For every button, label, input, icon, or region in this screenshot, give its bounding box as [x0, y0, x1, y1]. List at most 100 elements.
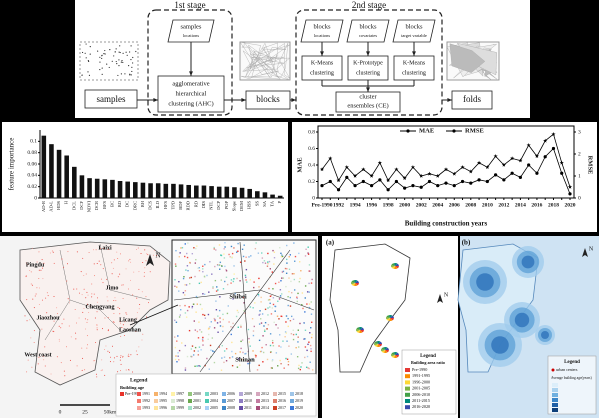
inset-building	[226, 283, 229, 286]
point	[468, 169, 473, 174]
inset-building	[278, 334, 281, 336]
inset-building	[207, 313, 210, 316]
point	[402, 176, 407, 180]
pie-icon	[351, 283, 355, 286]
inset-building	[293, 289, 296, 291]
arrow-head	[189, 71, 193, 76]
inset-building	[222, 318, 224, 321]
legend-swatch	[188, 399, 192, 403]
inset-building	[292, 333, 295, 336]
building-dot	[33, 341, 35, 343]
inset-building	[208, 291, 210, 293]
legend-swatch	[256, 392, 260, 396]
inset-building	[239, 280, 241, 282]
building-dot	[30, 283, 32, 285]
inset-building	[281, 293, 283, 295]
legend-swatch	[239, 399, 243, 403]
inset-building	[198, 321, 200, 323]
inset-building	[178, 316, 181, 318]
legend-swatch	[154, 392, 158, 396]
x-tick-label: 1998	[383, 202, 394, 208]
inset-building	[202, 313, 204, 316]
building-dot	[43, 359, 45, 361]
y-tick-label: 0.6	[308, 146, 315, 152]
building-dot	[154, 250, 156, 252]
inset-building	[308, 367, 310, 370]
inset-building	[286, 340, 288, 342]
label: blocks	[360, 23, 377, 30]
point	[411, 184, 415, 188]
building-dot	[117, 276, 119, 278]
pie-icon	[384, 350, 388, 354]
inset-building	[266, 358, 269, 361]
inset-building	[233, 273, 235, 275]
building-dot	[61, 323, 63, 325]
building-dot	[86, 291, 88, 293]
building-dot	[66, 263, 68, 265]
legend-label: 2016	[278, 398, 286, 403]
legend-label: 2013	[261, 398, 269, 403]
inset-building	[269, 268, 271, 270]
legend-label: 1998	[176, 398, 184, 403]
point	[502, 178, 506, 182]
y2-tick-label: 1	[578, 173, 581, 179]
inset-building	[307, 367, 309, 369]
building-dot	[105, 345, 107, 347]
legend-swatch	[222, 392, 226, 396]
inset-building	[182, 291, 185, 294]
inset-building	[301, 362, 303, 364]
cell	[242, 46, 282, 80]
building-dot	[101, 359, 103, 361]
label: covariates	[359, 33, 377, 38]
inset-building	[215, 309, 218, 311]
building-dot	[94, 275, 96, 277]
inset-building	[298, 364, 300, 367]
label: hierarchical	[176, 90, 207, 97]
building-dot	[104, 374, 106, 376]
building-dot	[42, 267, 44, 269]
legend-swatch	[205, 406, 209, 410]
inset-building	[234, 352, 237, 355]
inset-building	[228, 321, 230, 323]
bar	[262, 192, 268, 198]
inset-building	[244, 260, 246, 262]
building-dot	[143, 275, 145, 277]
building-dot	[38, 304, 40, 306]
inset-building	[175, 355, 177, 357]
building-dot	[88, 251, 90, 253]
y-tick-label: 0.2	[308, 179, 315, 185]
legend-label: 1996	[159, 405, 167, 410]
inset-building	[309, 344, 312, 347]
bar	[216, 186, 222, 198]
inset-building	[297, 346, 300, 348]
inset-building	[264, 330, 266, 332]
building-dot	[113, 361, 115, 363]
sample-dot	[88, 74, 91, 76]
x-tick-label: P	[277, 201, 282, 204]
inset-building	[288, 345, 290, 347]
inset-building	[273, 257, 276, 259]
building-dot	[128, 260, 130, 262]
x-tick-label: BFS	[102, 201, 107, 210]
building-dot	[113, 299, 115, 301]
x-tick-label: DCS	[148, 201, 153, 210]
inset-building	[250, 255, 252, 257]
input-shape	[346, 19, 390, 43]
inset-building	[257, 252, 260, 254]
building-dot	[144, 267, 146, 269]
building-dot	[138, 271, 140, 273]
building-dot	[128, 353, 130, 355]
pie-icon	[385, 350, 389, 353]
inset-building	[293, 278, 296, 281]
inset-building	[231, 356, 234, 358]
inset-building	[311, 321, 313, 323]
inset-building	[181, 247, 184, 249]
building-dot	[128, 369, 130, 371]
building-dot	[33, 330, 35, 332]
legend-label: 2006-2010	[412, 392, 430, 397]
inset-building	[202, 293, 204, 295]
inset-building	[307, 253, 310, 255]
inset-building	[233, 265, 235, 267]
legend-label: 1996-2000	[412, 379, 430, 384]
inset-building	[224, 280, 226, 283]
